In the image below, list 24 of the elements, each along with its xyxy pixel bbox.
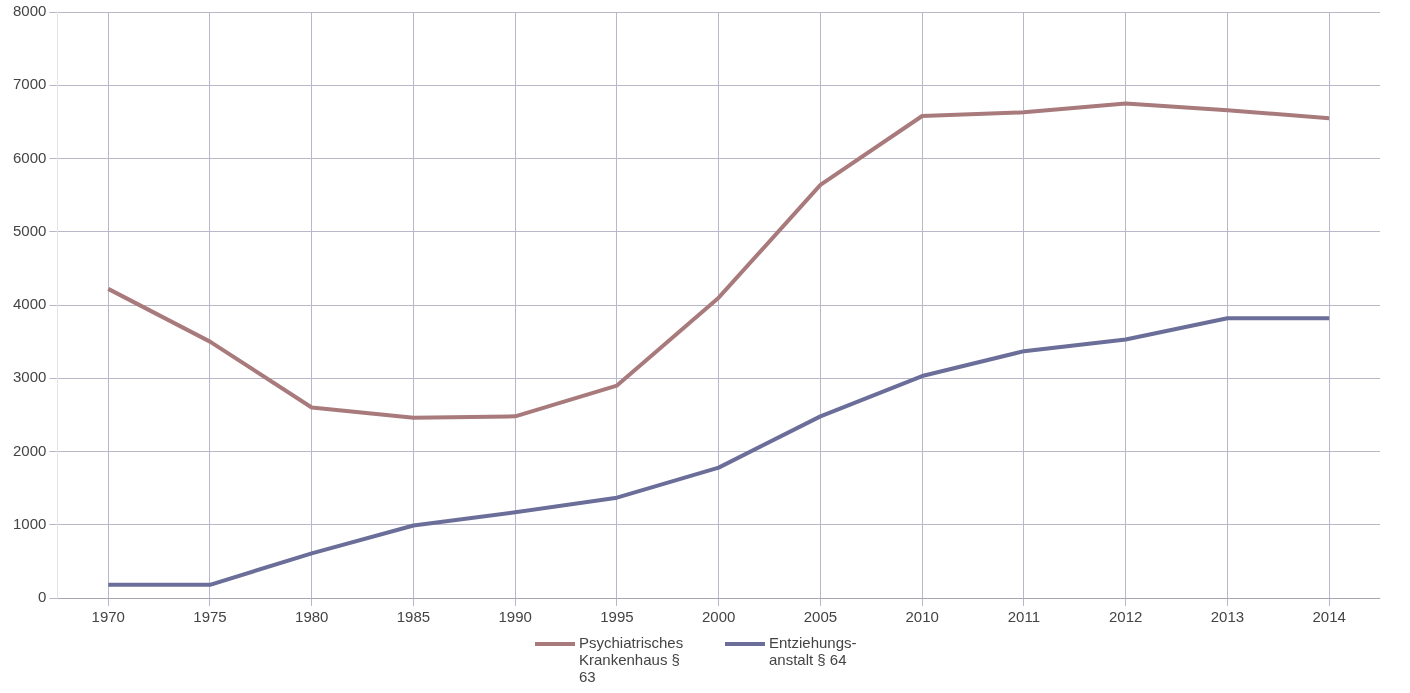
x-tick-label: 2010	[905, 608, 939, 626]
legend-label: Psychiatrisches Krankenhaus § 63	[579, 634, 685, 685]
x-tick-label: 1970	[91, 608, 125, 626]
x-tick-label: 1975	[193, 608, 227, 626]
legend-label: Entziehungs-anstalt § 64	[769, 634, 858, 668]
x-tick-label: 2000	[702, 608, 736, 626]
y-tick-label: 6000	[12, 148, 47, 166]
x-tick-label: 1995	[600, 608, 634, 626]
y-tick-label: 3000	[12, 368, 47, 386]
x-tick-label: 1980	[295, 608, 329, 626]
x-tick-label: 2012	[1108, 608, 1143, 626]
x-tick-label: 2005	[803, 608, 838, 626]
x-tick-label: 2014	[1312, 608, 1346, 626]
y-tick-label: 2000	[12, 441, 47, 459]
y-tick-label: 5000	[12, 221, 47, 239]
y-tick-label: 4000	[12, 295, 47, 313]
y-tick-label: 0	[38, 588, 47, 606]
y-tick-label: 1000	[12, 514, 47, 532]
y-tick-label: 7000	[12, 75, 47, 93]
x-tick-label: 2011	[1007, 608, 1041, 626]
x-tick-label: 1990	[498, 608, 532, 626]
x-tick-label: 1985	[396, 608, 431, 626]
x-tick-label: 2013	[1210, 608, 1245, 626]
y-tick-label: 8000	[12, 2, 47, 20]
